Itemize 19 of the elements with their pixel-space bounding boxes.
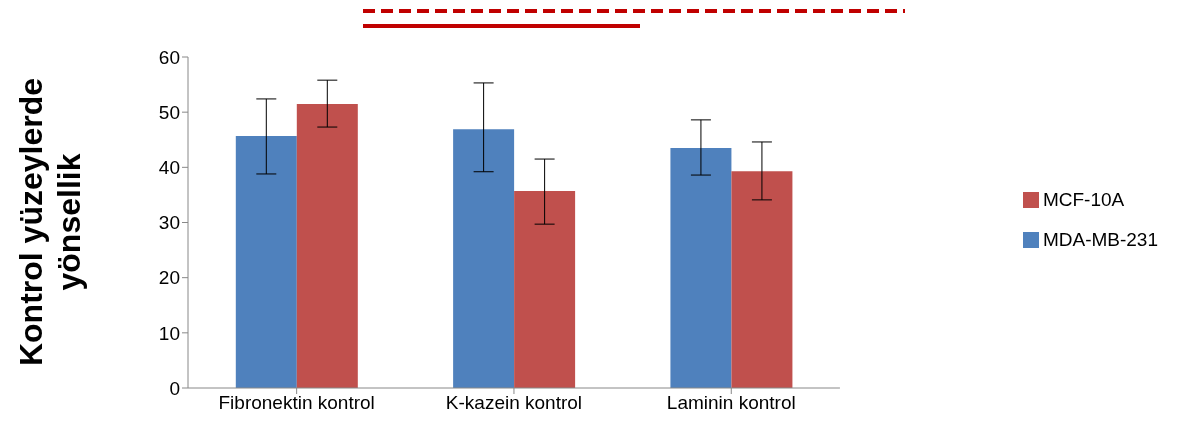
bar bbox=[514, 191, 576, 388]
bar bbox=[731, 171, 793, 388]
y-tick-label: 40 bbox=[158, 157, 180, 179]
x-tick-label: K-kazein kontrol bbox=[445, 392, 583, 414]
y-tick-label: 20 bbox=[158, 267, 180, 289]
bar bbox=[453, 129, 515, 388]
bar bbox=[670, 148, 732, 388]
bar bbox=[296, 103, 358, 388]
y-tick-label: 10 bbox=[158, 322, 180, 344]
y-tick-label: 60 bbox=[158, 46, 180, 68]
legend-label: MCF-10A bbox=[1042, 188, 1125, 210]
y-axis-title: Kontrol yüzeylerde yönsellik bbox=[13, 77, 87, 367]
x-tick-label: Fibronektin kontrol bbox=[218, 392, 375, 414]
y-tick-label: 0 bbox=[169, 377, 180, 399]
x-tick-label: Laminin kontrol bbox=[666, 392, 796, 414]
bar bbox=[235, 135, 297, 388]
legend-label: MDA-MB-231 bbox=[1042, 228, 1158, 250]
y-tick-label: 30 bbox=[158, 212, 180, 234]
y-tick-label: 50 bbox=[158, 101, 180, 123]
